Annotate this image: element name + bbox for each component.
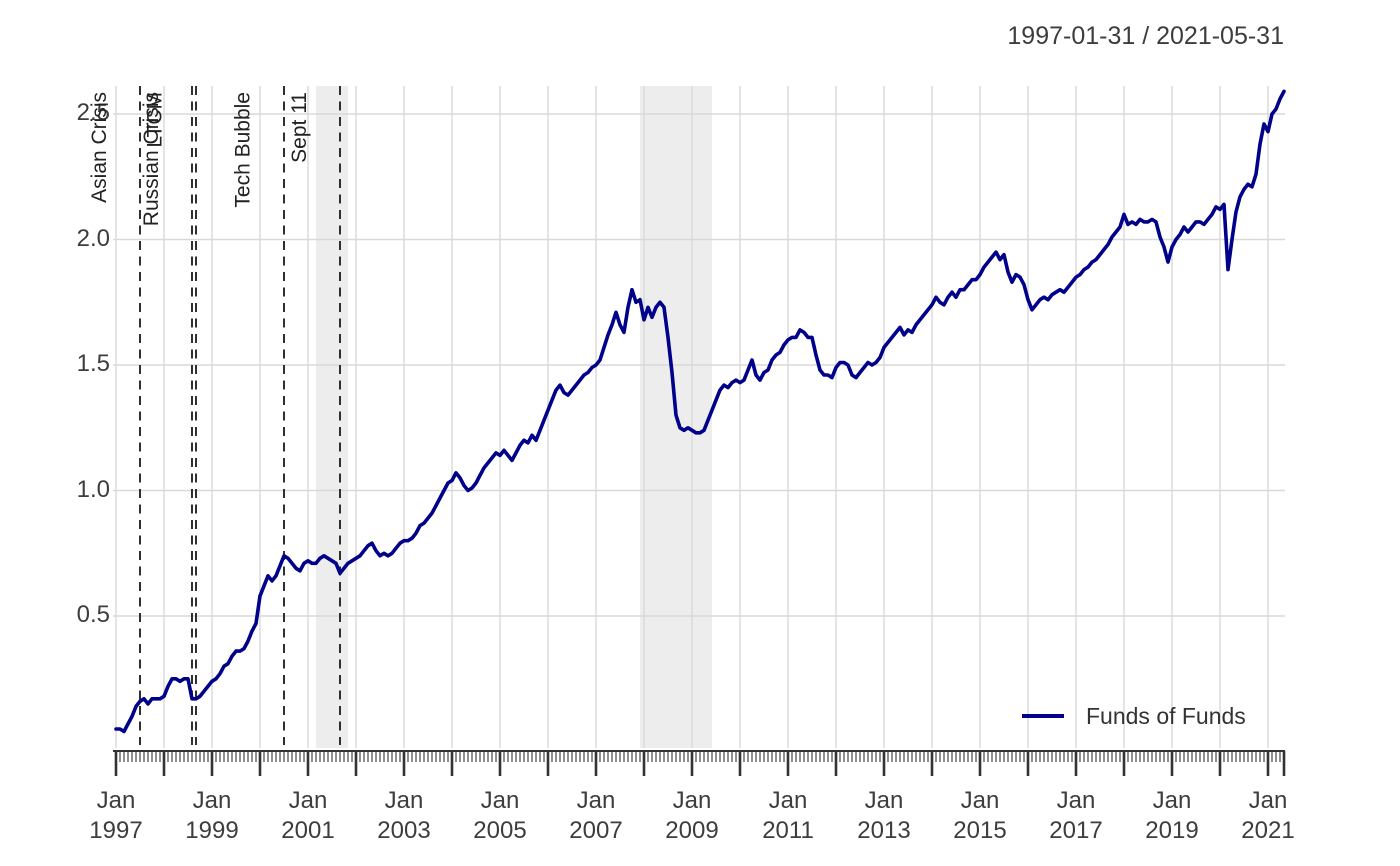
event-label: LTCM	[144, 92, 167, 148]
x-tick-label: Jan 2017	[1049, 787, 1103, 844]
x-tick-label: Jan 2013	[857, 787, 911, 844]
x-tick-label: Jan 2001	[281, 787, 335, 844]
recession-band	[316, 86, 348, 748]
event-label: Sept 11	[288, 92, 311, 163]
legend-label: Funds of Funds	[1086, 703, 1246, 729]
x-tick-label: Jan 2009	[665, 787, 719, 844]
x-tick-label: Jan 1997	[89, 787, 143, 844]
x-tick-label: Jan 2021	[1241, 787, 1295, 844]
x-tick-label: Jan 2011	[762, 787, 814, 844]
page-title: 1997-01-31 / 2021-05-31	[1007, 22, 1284, 50]
y-tick-label: 2.5	[76, 99, 110, 126]
x-tick-label: Jan 2005	[473, 787, 527, 844]
x-tick-label: Jan 2007	[569, 787, 623, 844]
series-line	[114, 89, 1286, 734]
event-label: Tech Bubble	[232, 92, 255, 208]
y-tick-label: 1.5	[76, 350, 110, 377]
x-tick-label: Jan 1999	[185, 787, 239, 844]
y-tick-label: 1.0	[76, 475, 110, 503]
x-tick-label: Jan 2003	[377, 787, 431, 844]
x-tick-label: Jan 2019	[1145, 787, 1199, 844]
y-tick-label: 2.0	[76, 224, 110, 252]
y-tick-label: 0.5	[76, 601, 110, 628]
x-tick-label: Jan 2015	[953, 787, 1007, 844]
event-label: Asian Crisis	[88, 92, 111, 203]
